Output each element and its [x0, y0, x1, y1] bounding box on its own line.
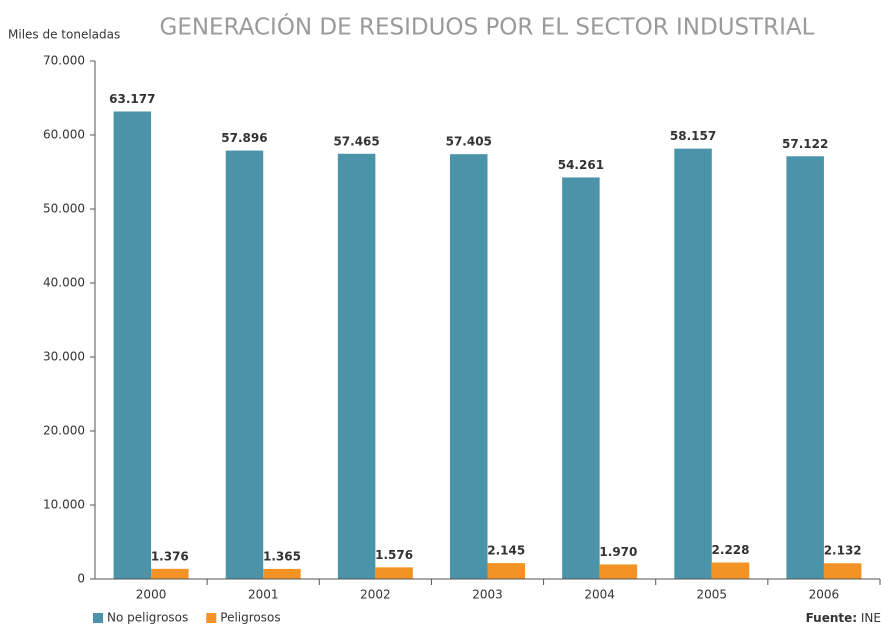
- source-label: Fuente:: [806, 611, 858, 625]
- value-label: 58.157: [670, 129, 716, 143]
- bar: [674, 148, 712, 580]
- y-tick-label: 30.000: [43, 350, 85, 364]
- value-label: 63.177: [109, 92, 155, 106]
- bar: [337, 153, 376, 579]
- bar: [151, 568, 189, 579]
- x-tick-label: 2003: [472, 588, 503, 602]
- value-label: 2.228: [712, 543, 750, 557]
- bar: [599, 564, 638, 579]
- y-axis-label: Miles de toneladas: [8, 28, 120, 42]
- value-label: 1.376: [151, 549, 189, 563]
- y-tick-label: 20.000: [43, 424, 85, 438]
- legend-swatch: [206, 613, 217, 623]
- value-label: 57.405: [446, 135, 492, 149]
- y-tick-label: 40.000: [43, 276, 85, 290]
- bar: [113, 111, 152, 579]
- value-label: 54.261: [558, 158, 604, 172]
- x-tick-label: 2005: [697, 588, 728, 602]
- y-tick-label: 60.000: [43, 128, 85, 142]
- source-text: INE: [861, 611, 881, 625]
- x-tick-label: 2000: [136, 588, 167, 602]
- x-tick-label: 2002: [360, 588, 391, 602]
- value-label: 1.970: [599, 545, 637, 559]
- legend-label: No peligrosos: [107, 611, 188, 625]
- bar: [487, 563, 525, 579]
- y-tick-label: 10.000: [43, 498, 85, 512]
- value-label: 57.465: [333, 134, 379, 148]
- value-label: 2.145: [487, 544, 525, 558]
- bar: [263, 568, 301, 579]
- x-tick-label: 2004: [584, 588, 615, 602]
- bar: [823, 563, 862, 579]
- value-label: 57.122: [782, 137, 828, 151]
- bar: [375, 567, 413, 579]
- y-tick-label: 50.000: [43, 202, 85, 216]
- bar: [786, 156, 824, 580]
- bar: [711, 562, 750, 579]
- bar: [225, 150, 264, 580]
- source: Fuente: INE: [806, 611, 881, 625]
- value-label: 1.365: [263, 549, 301, 563]
- value-label: 2.132: [824, 544, 862, 558]
- bar: [562, 177, 600, 579]
- value-label: 1.576: [375, 548, 413, 562]
- chart-title: GENERACIÓN DE RESIDUOS POR EL SECTOR IND…: [160, 13, 815, 41]
- y-tick-label: 70.000: [43, 54, 85, 68]
- legend-label: Peligrosos: [220, 611, 280, 625]
- legend-swatch: [93, 613, 103, 623]
- y-tick-label: 0: [77, 572, 85, 586]
- x-tick-label: 2006: [809, 588, 840, 602]
- bar: [450, 154, 488, 579]
- x-tick-label: 2001: [248, 588, 279, 602]
- value-label: 57.896: [221, 131, 267, 145]
